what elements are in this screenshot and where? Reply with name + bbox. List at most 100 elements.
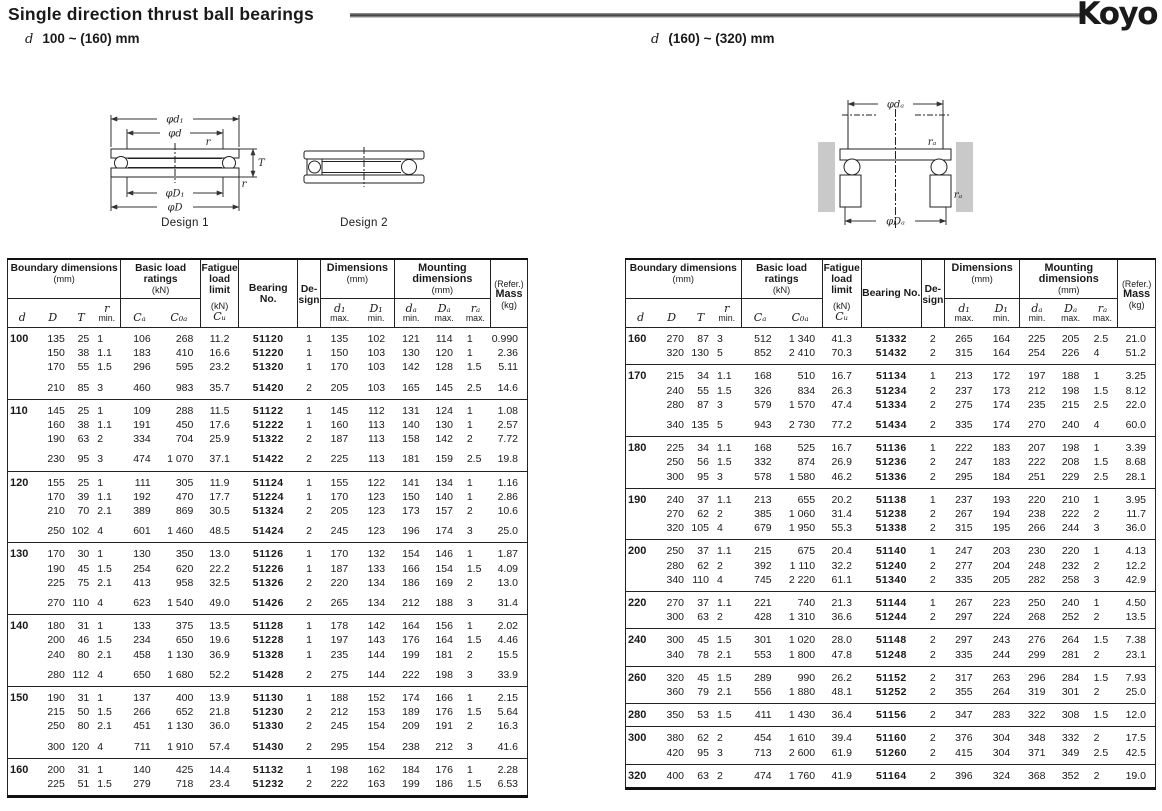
col-Da-max: 191 [435, 720, 453, 733]
dim-label-ra-bottom: rₐ [954, 190, 963, 201]
col-da-min: 165 [402, 381, 420, 394]
col-design: 2 [306, 740, 312, 753]
table-row: 210 70 2.1 389 869 30.5 51324 2 205 123 173 157 2 10.… [8, 504, 528, 518]
col-T: 31 [68, 757, 94, 778]
col-ra-max: 1.5 [1093, 456, 1109, 469]
col-T: 50 [77, 706, 90, 719]
col-C0a: 874 [797, 456, 816, 469]
col-design: 2 [921, 327, 945, 347]
col-bearing-no: 51324 [252, 505, 284, 518]
col-Ca: 679 [754, 522, 772, 535]
col-r-min: 2.1 [97, 576, 112, 589]
col-Ca: 266 [133, 706, 151, 719]
table-row: 250 80 2.1 451 1 130 36.0 51330 2 245 154 209 191 2 1… [8, 719, 528, 733]
col-D: 170 [47, 490, 65, 503]
col-d1-max: 178 [320, 614, 359, 634]
col-ra-max: 2 [1093, 559, 1100, 572]
table-row: 250 56 1.5 332 874 26.9 51236 2 247 183 222 208 1.5 8… [626, 455, 1156, 469]
col-Da-max: 232 [1061, 559, 1080, 572]
col-D: 210 [47, 505, 65, 518]
col-T: 34 [688, 436, 713, 456]
col-design: 2 [306, 505, 312, 518]
col-d: 130 [7, 542, 37, 562]
col-ra-max: 2.5 [466, 453, 482, 466]
col-d [626, 573, 656, 592]
col-Cu: 13.0 [200, 542, 239, 562]
col-C0a: 1 310 [788, 611, 816, 624]
col-d1-max: 198 [320, 757, 359, 778]
col-da-min: 238 [1027, 508, 1046, 521]
col-mass: 51.2 [1125, 347, 1146, 360]
col-da-min: 176 [402, 634, 420, 647]
col-bearing-no: 51134 [861, 364, 922, 384]
col-mass: 5.11 [498, 361, 518, 374]
col-r-min: 1.5 [97, 778, 112, 791]
table-row: 220 270 37 1.1 221 740 21.3 51144 1 267 223 250 240 1… [625, 591, 1156, 611]
col-d [8, 590, 37, 615]
col-D1-min: 113 [367, 419, 385, 432]
col-T: 130 [691, 347, 709, 360]
col-d1-max: 297 [944, 628, 984, 648]
col-d1-max: 150 [330, 347, 349, 360]
col-ra-max: 1 [460, 542, 491, 562]
col-Cu: 30.5 [209, 505, 230, 518]
col-d [626, 470, 656, 489]
col-d [626, 507, 656, 521]
col-D1-min: 153 [367, 706, 386, 719]
table-row: 420 95 3 713 2 600 61.9 51260 2 415 304 371 349 2.5 4… [626, 746, 1156, 765]
col-mass: 16.3 [497, 720, 518, 733]
col-r-min: 1 [93, 686, 121, 706]
col-Da-max: 166 [427, 686, 461, 706]
col-design: 1 [297, 327, 321, 347]
col-mass: 42.9 [1125, 573, 1146, 586]
col-d: 120 [7, 470, 37, 490]
col-D1-min: 195 [992, 522, 1011, 535]
col-mass: 2.15 [490, 686, 528, 706]
col-D1-min: 144 [367, 668, 386, 681]
header-design: De-sign [920, 259, 945, 328]
col-design: 1 [921, 539, 945, 559]
col-ra-max: 2 [466, 648, 473, 661]
col-r-min: 1.1 [712, 436, 742, 456]
table-row: 120 155 25 1 111 305 11.9 51124 1 155 122 141 134 1 1.… [7, 470, 528, 490]
col-Da-max: 349 [1061, 746, 1080, 759]
col-Ca: 130 [120, 542, 158, 562]
col-Ca: 221 [741, 591, 779, 611]
col-design: 1 [297, 542, 321, 562]
col-C0a: 1 130 [167, 720, 194, 733]
col-r-min: 1.5 [716, 456, 732, 469]
col-d [626, 455, 656, 469]
col-D: 200 [47, 634, 65, 647]
col-mass: 11.7 [1126, 508, 1146, 521]
col-design: 2 [921, 726, 945, 746]
col-d1-max: 213 [944, 364, 984, 384]
subtitle-left-range: d 100 ~ (160) mm [25, 31, 140, 47]
col-d1-max: 275 [330, 668, 349, 681]
col-mass: 7.93 [1117, 665, 1156, 686]
table-row: 280 87 3 579 1 570 47.4 51334 2 275 174 235 215 2.5 2… [626, 398, 1156, 412]
col-D1-min: 152 [358, 686, 395, 706]
col-design: 2 [929, 470, 936, 483]
col-r-min: 2.1 [97, 720, 112, 733]
col-bearing-no: 51128 [238, 614, 298, 634]
col-Ca: 215 [741, 539, 779, 559]
col-ra-max: 1 [460, 470, 491, 490]
col-bearing-no: 51338 [875, 522, 907, 535]
col-r-min: 3 [97, 453, 104, 466]
col-D1-min: 183 [983, 436, 1020, 456]
col-D1-min: 134 [367, 597, 386, 610]
col-r-min: 1.1 [712, 591, 742, 611]
table-row: 225 51 1.5 279 718 23.4 51232 2 222 163 199 186 1.5 6… [8, 777, 528, 797]
col-d [626, 398, 656, 412]
col-bearing-no: 51138 [861, 487, 922, 508]
col-d1-max: 187 [330, 433, 349, 446]
col-D: 225 [47, 778, 65, 791]
col-mass: 2.02 [490, 614, 528, 634]
col-Da-max: 140 [435, 490, 453, 503]
col-T: 46 [77, 634, 90, 647]
table-row: 280 350 53 1.5 411 1 430 36.4 51156 2 347 283 322 30… [625, 703, 1156, 727]
col-Ca: 852 [754, 347, 772, 360]
dim-label-phi-da: φdₐ [887, 100, 904, 111]
col-d [8, 648, 37, 662]
col-T: 37 [688, 487, 713, 508]
